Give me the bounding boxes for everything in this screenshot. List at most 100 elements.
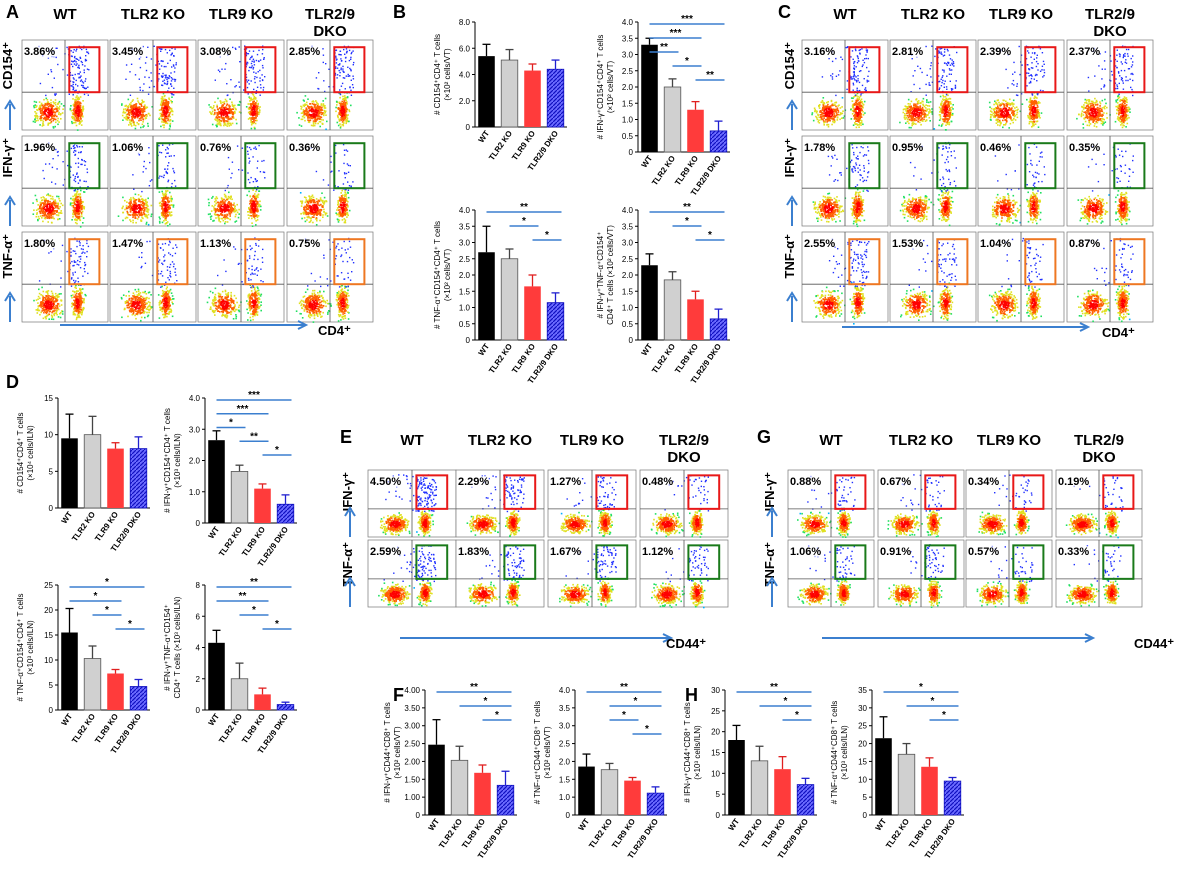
bar-3 (277, 705, 294, 710)
bar-1 (231, 679, 248, 710)
significance-label: ** (620, 682, 628, 693)
x-axis-label-a: CD4⁺ (318, 323, 351, 339)
facs-header-c-1: TLR2 KO (882, 6, 984, 23)
y-tick-label: 1.0 (559, 793, 571, 802)
facs-percent-a-1-2: 0.76% (200, 142, 231, 154)
facs-percent-a-0-1: 3.45% (112, 46, 143, 58)
facs-percent-g-0-3: 0.19% (1058, 476, 1089, 488)
bar-2 (687, 299, 704, 340)
y-axis-label: (×10² cells/VT) (543, 726, 552, 779)
y-tick-label: 2.0 (459, 97, 471, 106)
facs-header-a-3: TLR2/9 DKO (279, 6, 381, 40)
significance-label: ** (239, 591, 247, 602)
y-tick-label: 2.5 (459, 255, 471, 264)
y-axis-label: (×10³ cells/ILN) (26, 620, 35, 675)
significance-label: *** (237, 404, 249, 415)
facs-header-a-0: WT (14, 6, 116, 23)
facs-row-label-e-0: IFN-γ⁺ (340, 472, 355, 511)
y-tick-label: 2.00 (404, 757, 420, 766)
bar-1 (231, 471, 248, 523)
facs-percent-g-1-1: 0.91% (880, 546, 911, 558)
y-axis-label: CD4⁺ T cells (×10² cells/VT) (606, 225, 615, 325)
y-tick-label: 4.0 (459, 206, 471, 215)
bar-1 (664, 280, 681, 340)
facs-header-c-3: TLR2/9 DKO (1059, 6, 1161, 40)
x-arrow-icon (60, 320, 309, 330)
y-axis-label: (×10³ cells/ILN) (693, 725, 702, 780)
bar-3 (797, 785, 814, 815)
x-tick-label: WT (874, 817, 889, 832)
bar-0 (61, 633, 78, 711)
bar-1 (601, 770, 618, 815)
facs-percent-a-0-2: 3.08% (200, 46, 231, 58)
x-tick-label: WT (60, 712, 75, 727)
y-tick-label: 3.5 (622, 222, 634, 231)
y-tick-label: 0 (49, 706, 54, 715)
significance-label: * (931, 696, 935, 707)
facs-percent-g-1-3: 0.33% (1058, 546, 1089, 558)
significance-label: ** (470, 682, 478, 693)
y-tick-label: 0 (49, 504, 54, 513)
x-tick-label: WT (427, 817, 442, 832)
significance-label: * (634, 696, 638, 707)
y-tick-label: 2.50 (404, 740, 420, 749)
y-tick-label: 1.0 (459, 304, 471, 313)
y-tick-label: 4.0 (622, 18, 634, 27)
y-tick-label: 0 (466, 123, 471, 132)
significance-label: *** (248, 390, 260, 401)
y-tick-label: 0.5 (459, 320, 471, 329)
bar-3 (547, 69, 564, 127)
facs-header-c-0: WT (794, 6, 896, 23)
x-tick-label: WT (477, 129, 492, 144)
bar-2 (254, 489, 271, 523)
facs-percent-e-1-3: 1.12% (642, 546, 673, 558)
y-tick-label: 4.0 (622, 206, 634, 215)
y-arrow-icon (344, 577, 356, 607)
y-tick-label: 35 (858, 686, 867, 695)
y-tick-label: 25 (44, 581, 53, 590)
facs-row-label-a-1: IFN-γ⁺ (0, 138, 15, 177)
y-tick-label: 0 (629, 148, 634, 157)
y-arrow-icon (766, 577, 778, 607)
y-axis-label: # IFN-γ⁺CD154⁺CD4⁺ T cells (163, 408, 172, 513)
y-tick-label: 1.0 (189, 488, 201, 497)
bar-chart-b4: 00.51.01.52.02.53.03.54.0# IFN-γ⁺TNF-α⁺C… (580, 202, 772, 402)
bar-2 (107, 449, 124, 508)
bar-2 (524, 286, 541, 340)
bar-0 (641, 45, 658, 152)
significance-label: * (708, 230, 712, 241)
bar-0 (208, 643, 225, 710)
y-tick-label: 1.5 (622, 99, 634, 108)
x-axis-label-e: CD44⁺ (666, 636, 706, 652)
facs-percent-a-2-3: 0.75% (289, 238, 320, 250)
facs-percent-e-0-0: 4.50% (370, 476, 401, 488)
y-axis-label: CD4⁺ T cells (×10³ cells/ILN) (173, 596, 182, 698)
y-tick-label: 3.0 (459, 239, 471, 248)
bar-3 (130, 449, 147, 508)
y-axis-label: # TNF-α⁺CD154⁺CD4⁺ T cells (433, 221, 442, 329)
y-tick-label: 2.0 (559, 757, 571, 766)
facs-percent-g-0-0: 0.88% (790, 476, 821, 488)
y-tick-label: 30 (858, 704, 867, 713)
significance-label: * (484, 696, 488, 707)
y-tick-label: 0 (863, 811, 868, 820)
x-arrow-icon (842, 322, 1091, 332)
facs-header-c-2: TLR9 KO (970, 6, 1072, 23)
bar-chart-d2: 01.02.03.04.0# IFN-γ⁺CD154⁺CD4⁺ T cells(… (147, 390, 339, 585)
y-arrow-icon (786, 100, 798, 130)
facs-row-label-g-0: IFN-γ⁺ (762, 472, 777, 511)
bar-0 (478, 252, 495, 340)
x-tick-label: WT (207, 525, 222, 540)
x-tick-label: WT (577, 817, 592, 832)
y-tick-label: 0.5 (622, 132, 634, 141)
y-tick-label: 5 (716, 790, 721, 799)
bar-2 (687, 110, 704, 152)
bar-0 (478, 56, 495, 127)
bar-1 (751, 761, 768, 815)
y-tick-label: 4.0 (459, 71, 471, 80)
y-tick-label: 3.5 (559, 704, 571, 713)
significance-label: * (919, 682, 923, 693)
y-tick-label: 0 (466, 336, 471, 345)
